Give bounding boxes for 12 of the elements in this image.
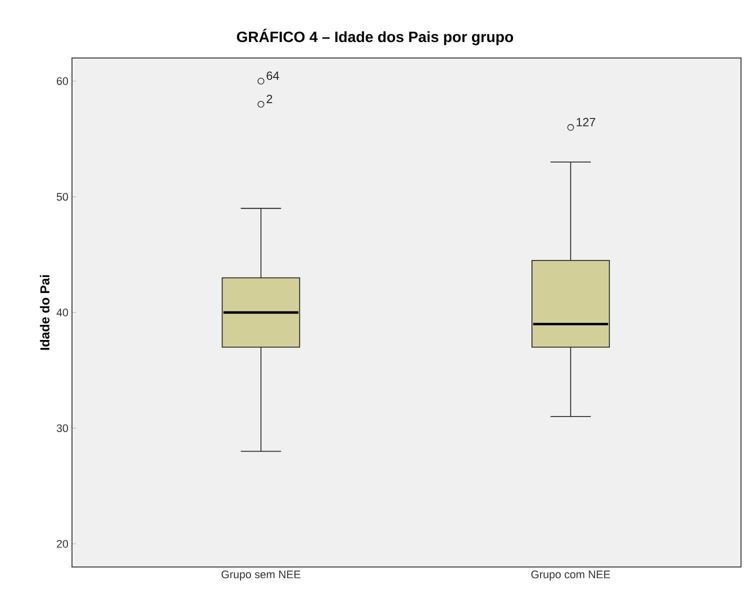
y-axis-title: Idade do Pai: [40, 275, 50, 350]
y-tick-label: 40: [56, 308, 68, 316]
y-tick-label: 30: [56, 424, 68, 432]
y-tick-label: 20: [56, 540, 68, 548]
x-tick-label: Grupo sem NEE: [222, 570, 300, 580]
chart-title: GRÁFICO 4 – Idade dos Pais por grupo: [236, 28, 514, 46]
y-tick-label: 60: [56, 77, 68, 86]
annotation: 127: [576, 118, 596, 126]
y-tick-label: 50: [56, 192, 68, 201]
annotation: 2: [266, 94, 272, 104]
x-tick-label: Grupo com NEE: [531, 570, 610, 580]
annotation: 64: [266, 71, 280, 80]
